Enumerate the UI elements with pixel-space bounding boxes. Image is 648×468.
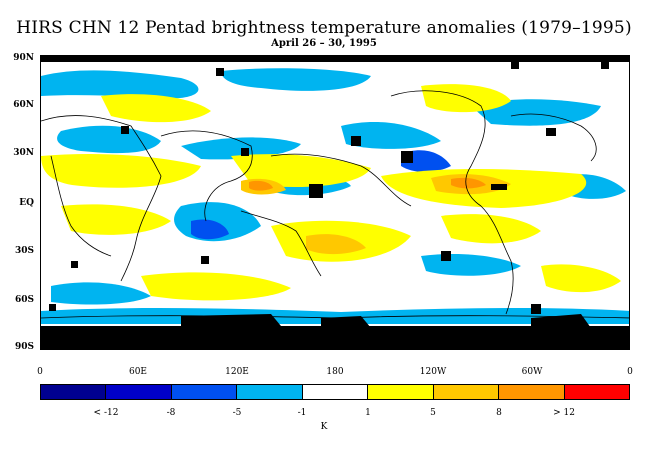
colorbar-label-7: 8 bbox=[496, 408, 502, 418]
colorbar-swatch bbox=[433, 385, 500, 399]
lon-label-60w: 60W bbox=[521, 367, 543, 377]
lon-label-0: 0 bbox=[37, 367, 43, 377]
colorbar-swatch bbox=[237, 385, 303, 399]
colorbar-swatch bbox=[41, 385, 107, 399]
anomaly-map bbox=[40, 55, 630, 350]
colorbar-label-2: -8 bbox=[166, 408, 176, 418]
colorbar-label-4: -1 bbox=[297, 408, 307, 418]
colorbar bbox=[40, 384, 630, 400]
colorbar-swatch bbox=[106, 385, 172, 399]
lat-label-60n: 60N bbox=[13, 100, 34, 110]
coastlines bbox=[41, 90, 629, 319]
colorbar-swatch bbox=[564, 385, 629, 399]
colorbar-swatch bbox=[368, 385, 434, 399]
anomaly-map-svg bbox=[41, 56, 629, 349]
lon-label-0-east: 0 bbox=[627, 367, 633, 377]
lon-label-60e: 60E bbox=[128, 367, 148, 377]
lat-label-90n: 90N bbox=[13, 53, 34, 63]
colorbar-swatch bbox=[171, 385, 238, 399]
lon-label-180: 180 bbox=[326, 367, 344, 377]
lon-label-120w: 120W bbox=[419, 367, 447, 377]
colorbar-unit: K bbox=[320, 422, 328, 432]
colorbar-swatch bbox=[499, 385, 565, 399]
lon-label-120e: 120E bbox=[225, 367, 249, 377]
cold-anomaly-cores bbox=[191, 150, 451, 240]
colorbar-label-3: -5 bbox=[232, 408, 242, 418]
strong-warm-anomaly-cores bbox=[249, 177, 486, 191]
missing-data-regions bbox=[41, 56, 629, 349]
lat-label-90s: 90S bbox=[14, 342, 34, 352]
colorbar-label-1: < -12 bbox=[93, 408, 119, 418]
colorbar-label-8: > 12 bbox=[553, 408, 575, 418]
lat-label-60s: 60S bbox=[14, 295, 34, 305]
map-subtitle: April 26 – 30, 1995 bbox=[271, 38, 377, 49]
colorbar-label-5: 1 bbox=[365, 408, 371, 418]
colorbar-label-6: 5 bbox=[430, 408, 436, 418]
lat-label-eq: EQ bbox=[19, 198, 34, 208]
map-title: HIRS CHN 12 Pentad brightness temperatur… bbox=[16, 18, 632, 38]
lat-label-30n: 30N bbox=[13, 148, 34, 158]
colorbar-swatch bbox=[302, 385, 369, 399]
lat-label-30s: 30S bbox=[14, 246, 34, 256]
